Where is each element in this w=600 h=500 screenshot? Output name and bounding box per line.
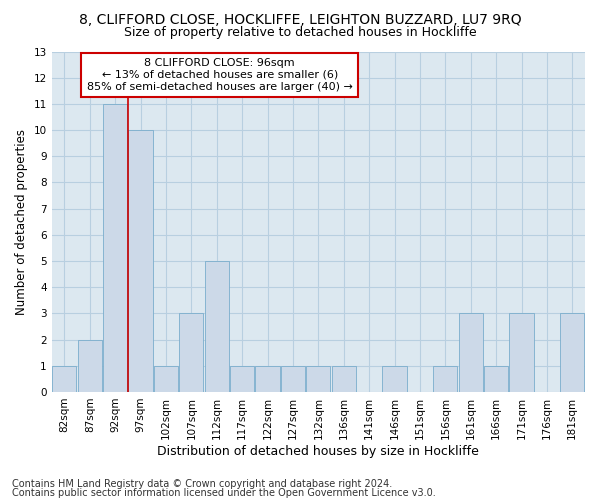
Bar [382, 366, 407, 392]
X-axis label: Distribution of detached houses by size in Hockliffe: Distribution of detached houses by size … [157, 444, 479, 458]
Bar [458, 314, 483, 392]
Y-axis label: Number of detached properties: Number of detached properties [15, 128, 28, 314]
Bar [281, 366, 305, 392]
Bar [154, 366, 178, 392]
Bar [179, 314, 203, 392]
Bar [306, 366, 331, 392]
Bar [205, 261, 229, 392]
Bar [560, 314, 584, 392]
Text: 8 CLIFFORD CLOSE: 96sqm
← 13% of detached houses are smaller (6)
85% of semi-det: 8 CLIFFORD CLOSE: 96sqm ← 13% of detache… [87, 58, 353, 92]
Bar [484, 366, 508, 392]
Text: Contains HM Land Registry data © Crown copyright and database right 2024.: Contains HM Land Registry data © Crown c… [12, 479, 392, 489]
Bar [230, 366, 254, 392]
Text: Contains public sector information licensed under the Open Government Licence v3: Contains public sector information licen… [12, 488, 436, 498]
Bar [509, 314, 533, 392]
Bar [77, 340, 102, 392]
Text: 8, CLIFFORD CLOSE, HOCKLIFFE, LEIGHTON BUZZARD, LU7 9RQ: 8, CLIFFORD CLOSE, HOCKLIFFE, LEIGHTON B… [79, 12, 521, 26]
Bar [128, 130, 152, 392]
Bar [433, 366, 457, 392]
Bar [332, 366, 356, 392]
Bar [256, 366, 280, 392]
Bar [52, 366, 76, 392]
Bar [103, 104, 127, 392]
Text: Size of property relative to detached houses in Hockliffe: Size of property relative to detached ho… [124, 26, 476, 39]
